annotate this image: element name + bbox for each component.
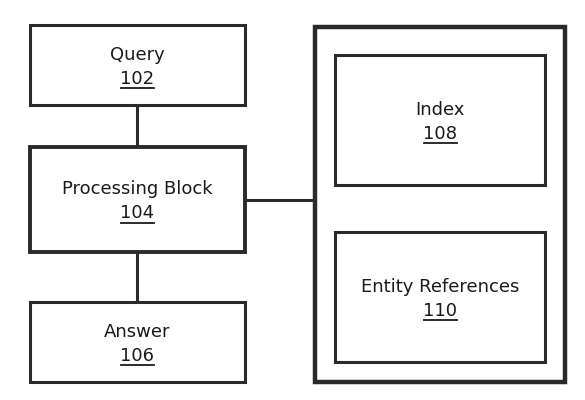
Text: 102: 102 [121, 70, 154, 88]
Bar [30, 25, 245, 105]
Bar [335, 232, 545, 362]
Bar [30, 147, 245, 252]
Text: 108: 108 [423, 125, 457, 143]
Text: 106: 106 [121, 347, 154, 365]
Text: 104: 104 [121, 204, 154, 222]
Text: Answer: Answer [104, 323, 171, 341]
Text: 110: 110 [423, 302, 457, 320]
Bar [335, 55, 545, 185]
Bar [30, 302, 245, 382]
Text: Query: Query [110, 46, 165, 64]
Bar [315, 27, 565, 382]
Text: Entity References: Entity References [361, 278, 519, 296]
Text: Index: Index [415, 101, 464, 119]
Text: Processing Block: Processing Block [62, 180, 213, 198]
